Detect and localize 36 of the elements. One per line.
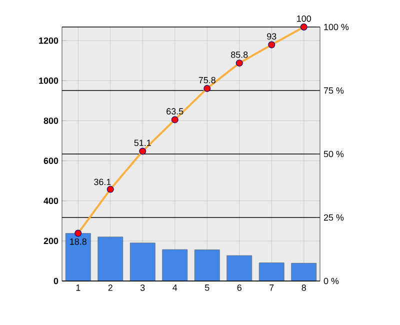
y-tick-label: 800 — [44, 118, 58, 124]
data-label: 85.8 — [231, 52, 248, 58]
y-tick-label: 400 — [44, 198, 58, 204]
x-tick-label: 6 — [237, 284, 242, 291]
y-tick-label: 1200 — [39, 37, 58, 44]
bar — [98, 236, 124, 282]
y-tick-label: 600 — [44, 158, 58, 164]
bar — [194, 250, 220, 282]
bar — [258, 262, 284, 282]
y2-tick-label: 75 % — [324, 87, 344, 94]
data-label: 36.1 — [94, 178, 111, 186]
data-label: 51.1 — [134, 140, 151, 146]
data-label: 75.8 — [198, 76, 216, 84]
x-tick-label: 7 — [270, 284, 274, 291]
y2-tick-label: 0 % — [324, 278, 339, 284]
bar — [130, 242, 156, 282]
y2-tick-label: 100 % — [324, 24, 349, 30]
data-label: 63.5 — [166, 108, 184, 115]
data-label: 18.8 — [70, 238, 86, 245]
y-tick-label: 200 — [44, 238, 58, 244]
x-tick-label: 5 — [204, 284, 210, 291]
bar — [65, 233, 91, 282]
data-label: 93 — [267, 33, 276, 40]
bar — [162, 249, 188, 282]
data-label: 100 — [297, 15, 311, 22]
y2-tick-label: 50 % — [324, 150, 344, 158]
y-tick-label: 0 — [54, 278, 58, 284]
y-tick-label: 1000 — [39, 78, 58, 84]
x-tick-label: 8 — [302, 284, 306, 291]
bar — [226, 255, 252, 282]
y2-tick-label: 25 % — [324, 214, 344, 221]
x-tick-label: 3 — [140, 284, 145, 291]
bar — [291, 262, 317, 282]
x-tick-label: 1 — [76, 284, 80, 291]
x-tick-label: 4 — [172, 284, 178, 291]
x-tick-label: 2 — [108, 284, 112, 291]
